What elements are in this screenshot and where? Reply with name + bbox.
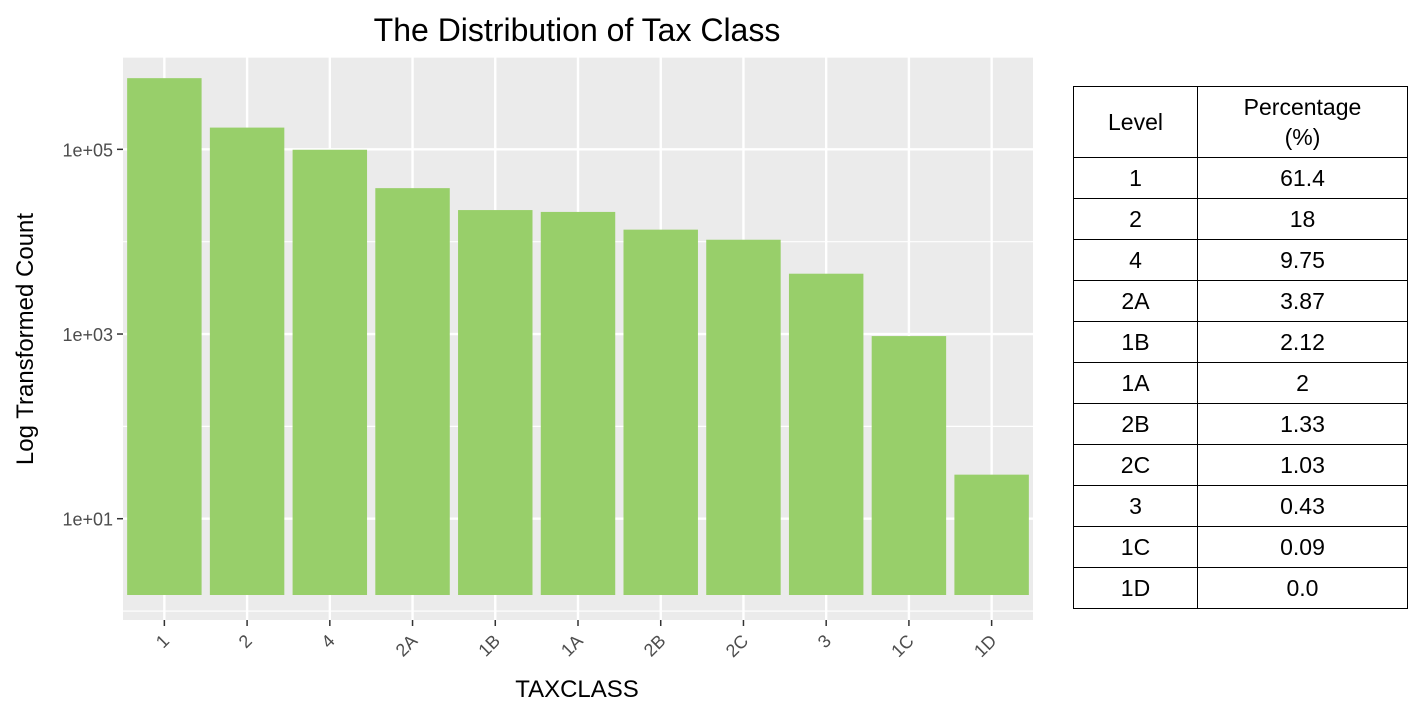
x-tick-label: 4 [317, 631, 338, 652]
percentage-cell: 18 [1197, 198, 1408, 240]
table-row: 1 61.4 [1073, 157, 1408, 199]
table-header-row: Level Percentage (%) [1073, 86, 1408, 158]
y-tick-label: 1e+05 [62, 140, 113, 160]
table-row: 2B 1.33 [1073, 403, 1408, 445]
bar-2c [706, 239, 781, 595]
table-row: 4 9.75 [1073, 239, 1408, 281]
y-tick-label: 1e+03 [62, 325, 113, 345]
x-tick-label: 2 [235, 631, 256, 652]
level-cell: 2A [1073, 280, 1198, 322]
x-tick-label: 2A [392, 631, 422, 661]
x-tick-label: 1B [474, 631, 504, 661]
level-cell: 2C [1073, 444, 1198, 486]
table-row: 2C 1.03 [1073, 444, 1408, 486]
bars [127, 78, 1029, 596]
level-cell: 4 [1073, 239, 1198, 281]
table-row: 1D 0.0 [1073, 567, 1408, 609]
level-cell: 2 [1073, 198, 1198, 240]
bar-chart: The Distribution of Tax Class 1e+01 1e+03… [12, 12, 1033, 703]
percentage-cell: 9.75 [1197, 239, 1408, 281]
y-tick-label: 1e+01 [62, 510, 113, 530]
percentage-cell: 61.4 [1197, 157, 1408, 199]
percentage-table-wrapper: Level Percentage (%) 1 61.4 2 18 4 9.75 2A 3.87 1… [1073, 86, 1408, 609]
table-row: 1A 2 [1073, 362, 1408, 404]
x-tick-label: 3 [814, 631, 835, 652]
bar-2b [623, 229, 698, 596]
percentage-column-header: Percentage (%) [1197, 86, 1408, 158]
bar-3 [788, 273, 864, 595]
bar-1 [127, 78, 202, 595]
level-column-header: Level [1073, 86, 1198, 158]
level-cell: 3 [1073, 485, 1198, 527]
x-tick-label: 1C [887, 631, 917, 661]
bar-1d [954, 474, 1029, 595]
bar-2 [209, 127, 285, 596]
table-row: 3 0.43 [1073, 485, 1408, 527]
bar-2a [375, 188, 450, 595]
level-cell: 1C [1073, 526, 1198, 568]
bar-1a [540, 211, 616, 595]
y-axis-label: Log Transformed Count [12, 213, 39, 465]
y-axis-ticks: 1e+01 1e+03 1e+05 [62, 140, 123, 530]
percentage-cell: 2.12 [1197, 321, 1408, 363]
level-cell: 1B [1073, 321, 1198, 363]
level-cell: 2B [1073, 403, 1198, 445]
percentage-cell: 2 [1197, 362, 1408, 404]
x-tick-label: 2B [640, 631, 670, 661]
x-tick-label: 2C [722, 631, 752, 661]
chart-title: The Distribution of Tax Class [374, 12, 781, 48]
level-cell: 1A [1073, 362, 1198, 404]
table-row: 1B 2.12 [1073, 321, 1408, 363]
x-axis-label: TAXCLASS [515, 676, 639, 703]
bar-1c [871, 336, 947, 595]
percentage-cell: 0.0 [1197, 567, 1408, 609]
percentage-cell: 1.33 [1197, 403, 1408, 445]
x-tick-label: 1 [152, 631, 173, 652]
percentage-table: Level Percentage (%) 1 61.4 2 18 4 9.75 2A 3.87 1… [1073, 86, 1408, 609]
table-row: 2A 3.87 [1073, 280, 1408, 322]
table-row: 2 18 [1073, 198, 1408, 240]
level-cell: 1D [1073, 567, 1198, 609]
x-tick-label: 1D [970, 631, 1000, 661]
x-tick-label: 1A [557, 631, 587, 661]
table-row: 1C 0.09 [1073, 526, 1408, 568]
percentage-cell: 1.03 [1197, 444, 1408, 486]
percentage-cell: 0.43 [1197, 485, 1408, 527]
percentage-cell: 3.87 [1197, 280, 1408, 322]
percentage-cell: 0.09 [1197, 526, 1408, 568]
bar-4 [292, 149, 368, 595]
x-axis-ticks: 1 2 4 2A 1B 1A 2B 2C 3 1C 1D [152, 620, 1000, 661]
bar-1b [458, 210, 533, 595]
level-cell: 1 [1073, 157, 1198, 199]
